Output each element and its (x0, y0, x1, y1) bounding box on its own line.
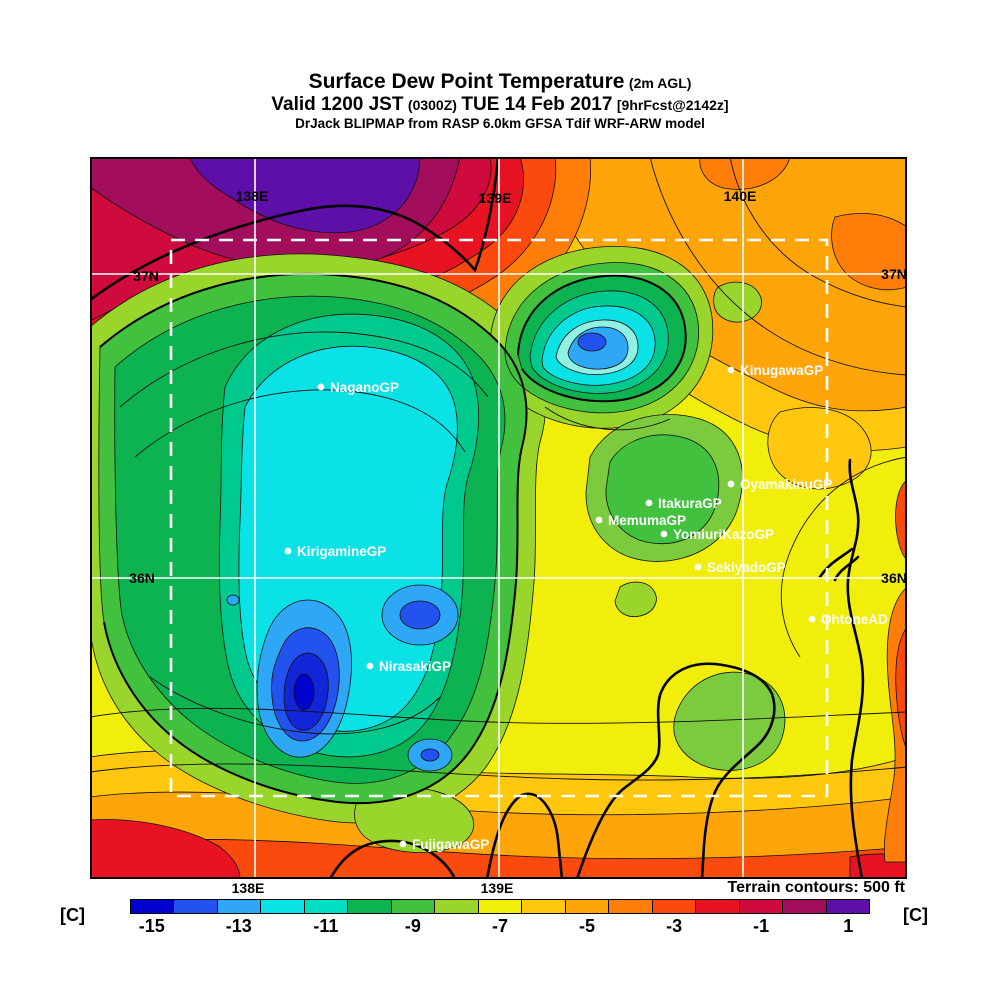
colorbar-tick--1: -1 (753, 916, 770, 936)
colorbar-tick--7: -7 (491, 916, 509, 936)
dewpoint-map: 138E 139E 140E 37N 37N 36N 36N NaganoGP Kinugaw… (88, 155, 908, 881)
colorbar-tick--15: -15 (138, 916, 165, 936)
colorbar-segment-10 (565, 900, 610, 913)
station-label-OhtoneAD: OhtoneAD (821, 612, 888, 627)
colorbar-segment-14 (739, 900, 784, 913)
station-label-NaganoGP: NaganoGP (330, 380, 399, 395)
station-label-KirigamineGP: KirigamineGP (297, 544, 386, 559)
colorbar-segment-8 (478, 900, 523, 913)
colorbar-segment-12 (652, 900, 697, 913)
bold-contours (99, 272, 687, 805)
grid-label-140e-top: 140E (724, 188, 757, 204)
station-label-SekiyadoGP: SekiyadoGP (707, 560, 786, 575)
station-label-MemumaGP: MemumaGP (608, 513, 686, 528)
station-marker-KirigamineGP (284, 547, 292, 555)
title-text: Surface Dew Point Temperature (308, 70, 625, 93)
grid-lines (90, 157, 907, 879)
title-suffix: (2m AGL) (628, 75, 692, 91)
station-label-YomiuriKazoGP: YomiuriKazoGP (673, 527, 774, 542)
map-canvas: 138E 139E 140E 37N 37N 36N 36N NaganoGP Kinugaw… (88, 155, 908, 881)
colorbar-segment-5 (348, 900, 392, 913)
valid-time: Valid 1200 JST (271, 94, 404, 116)
contour-lines (89, 156, 908, 781)
colorbar-segment-9 (522, 900, 566, 913)
grid-label-139e-top: 139E (479, 190, 512, 206)
valid-line: Valid 1200 JST (0300Z) TUE 14 Feb 2017 [… (0, 94, 1000, 116)
colorbar-segment-6 (391, 900, 436, 913)
station-label-NirasakiGP: NirasakiGP (379, 659, 451, 674)
colorbar-segment-2 (217, 900, 262, 913)
colorbar-segment-3 (261, 900, 305, 913)
station-label-KinugawaGP: KinugawaGP (740, 363, 823, 378)
grid-label-138e-top: 138E (236, 188, 269, 204)
colorbar-segment-16 (826, 900, 869, 913)
colorbar-tick--3: -3 (666, 916, 683, 936)
nest-dashed-boundary (169, 238, 829, 798)
colorbar-tick--9: -9 (404, 916, 421, 936)
stations: NaganoGP KinugawaGP OyamakinuGP ItakuraGP Me… (284, 363, 888, 852)
colorbar-tick-1: 1 (843, 916, 854, 936)
station-marker-NirasakiGP (366, 662, 374, 670)
colorbar-unit-right: [C] (903, 905, 928, 925)
colorbar-segment-1 (174, 900, 218, 913)
station-marker-MemumaGP (595, 516, 603, 524)
page-title: Surface Dew Point Temperature (2m AGL) (0, 70, 1000, 94)
valid-forecast: [9hrFcst@2142z] (616, 97, 729, 114)
coastline (88, 155, 865, 881)
station-marker-YomiuriKazoGP (660, 530, 668, 538)
valid-zulu: (0300Z) (407, 97, 457, 114)
terrain-note: Terrain contours: 500 ft (727, 879, 905, 896)
grid-label-36n-right: 36N (881, 570, 907, 586)
bottom-axis-label-139E: 139E (480, 880, 514, 896)
grid-label-36n-left: 36N (129, 570, 155, 586)
station-marker-SekiyadoGP (694, 563, 702, 571)
station-marker-OyamakinuGP (727, 480, 735, 488)
station-marker-ItakuraGP (645, 499, 653, 507)
grid-label-37n-right: 37N (881, 266, 907, 282)
map-frame (90, 157, 907, 879)
station-label-FujigawaGP: FujigawaGP (412, 837, 489, 852)
colorbar-tick--13: -13 (225, 916, 252, 936)
valid-date: TUE 14 Feb 2017 (461, 94, 613, 116)
colorbar-segment-15 (783, 900, 827, 913)
colorbar-segment-7 (435, 900, 479, 913)
colorbar (130, 899, 870, 914)
station-label-ItakuraGP: ItakuraGP (658, 496, 722, 511)
station-marker-KinugawaGP (727, 366, 735, 374)
colorbar-segment-11 (609, 900, 653, 913)
station-marker-FujigawaGP (399, 840, 407, 848)
colorbar-segment-4 (304, 900, 349, 913)
bottom-axis-label-138E: 138E (231, 880, 265, 896)
grid-labels: 138E 139E 140E 37N 37N 36N 36N (129, 188, 907, 586)
colorbar-tick--5: -5 (579, 916, 596, 936)
grid-label-37n-left: 37N (133, 268, 159, 284)
station-marker-NaganoGP (317, 383, 325, 391)
station-marker-OhtoneAD (808, 615, 816, 623)
colorbar-segment-13 (696, 900, 740, 913)
colorbar-segment-0 (131, 900, 175, 913)
header: Surface Dew Point Temperature (2m AGL) V… (0, 70, 1000, 132)
colorbar-tick--11: -11 (313, 916, 339, 936)
model-line: DrJack BLIPMAP from RASP 6.0km GFSA Tdif… (295, 115, 705, 131)
station-label-OyamakinuGP: OyamakinuGP (740, 477, 832, 492)
colorbar-unit-left: [C] (60, 905, 85, 925)
